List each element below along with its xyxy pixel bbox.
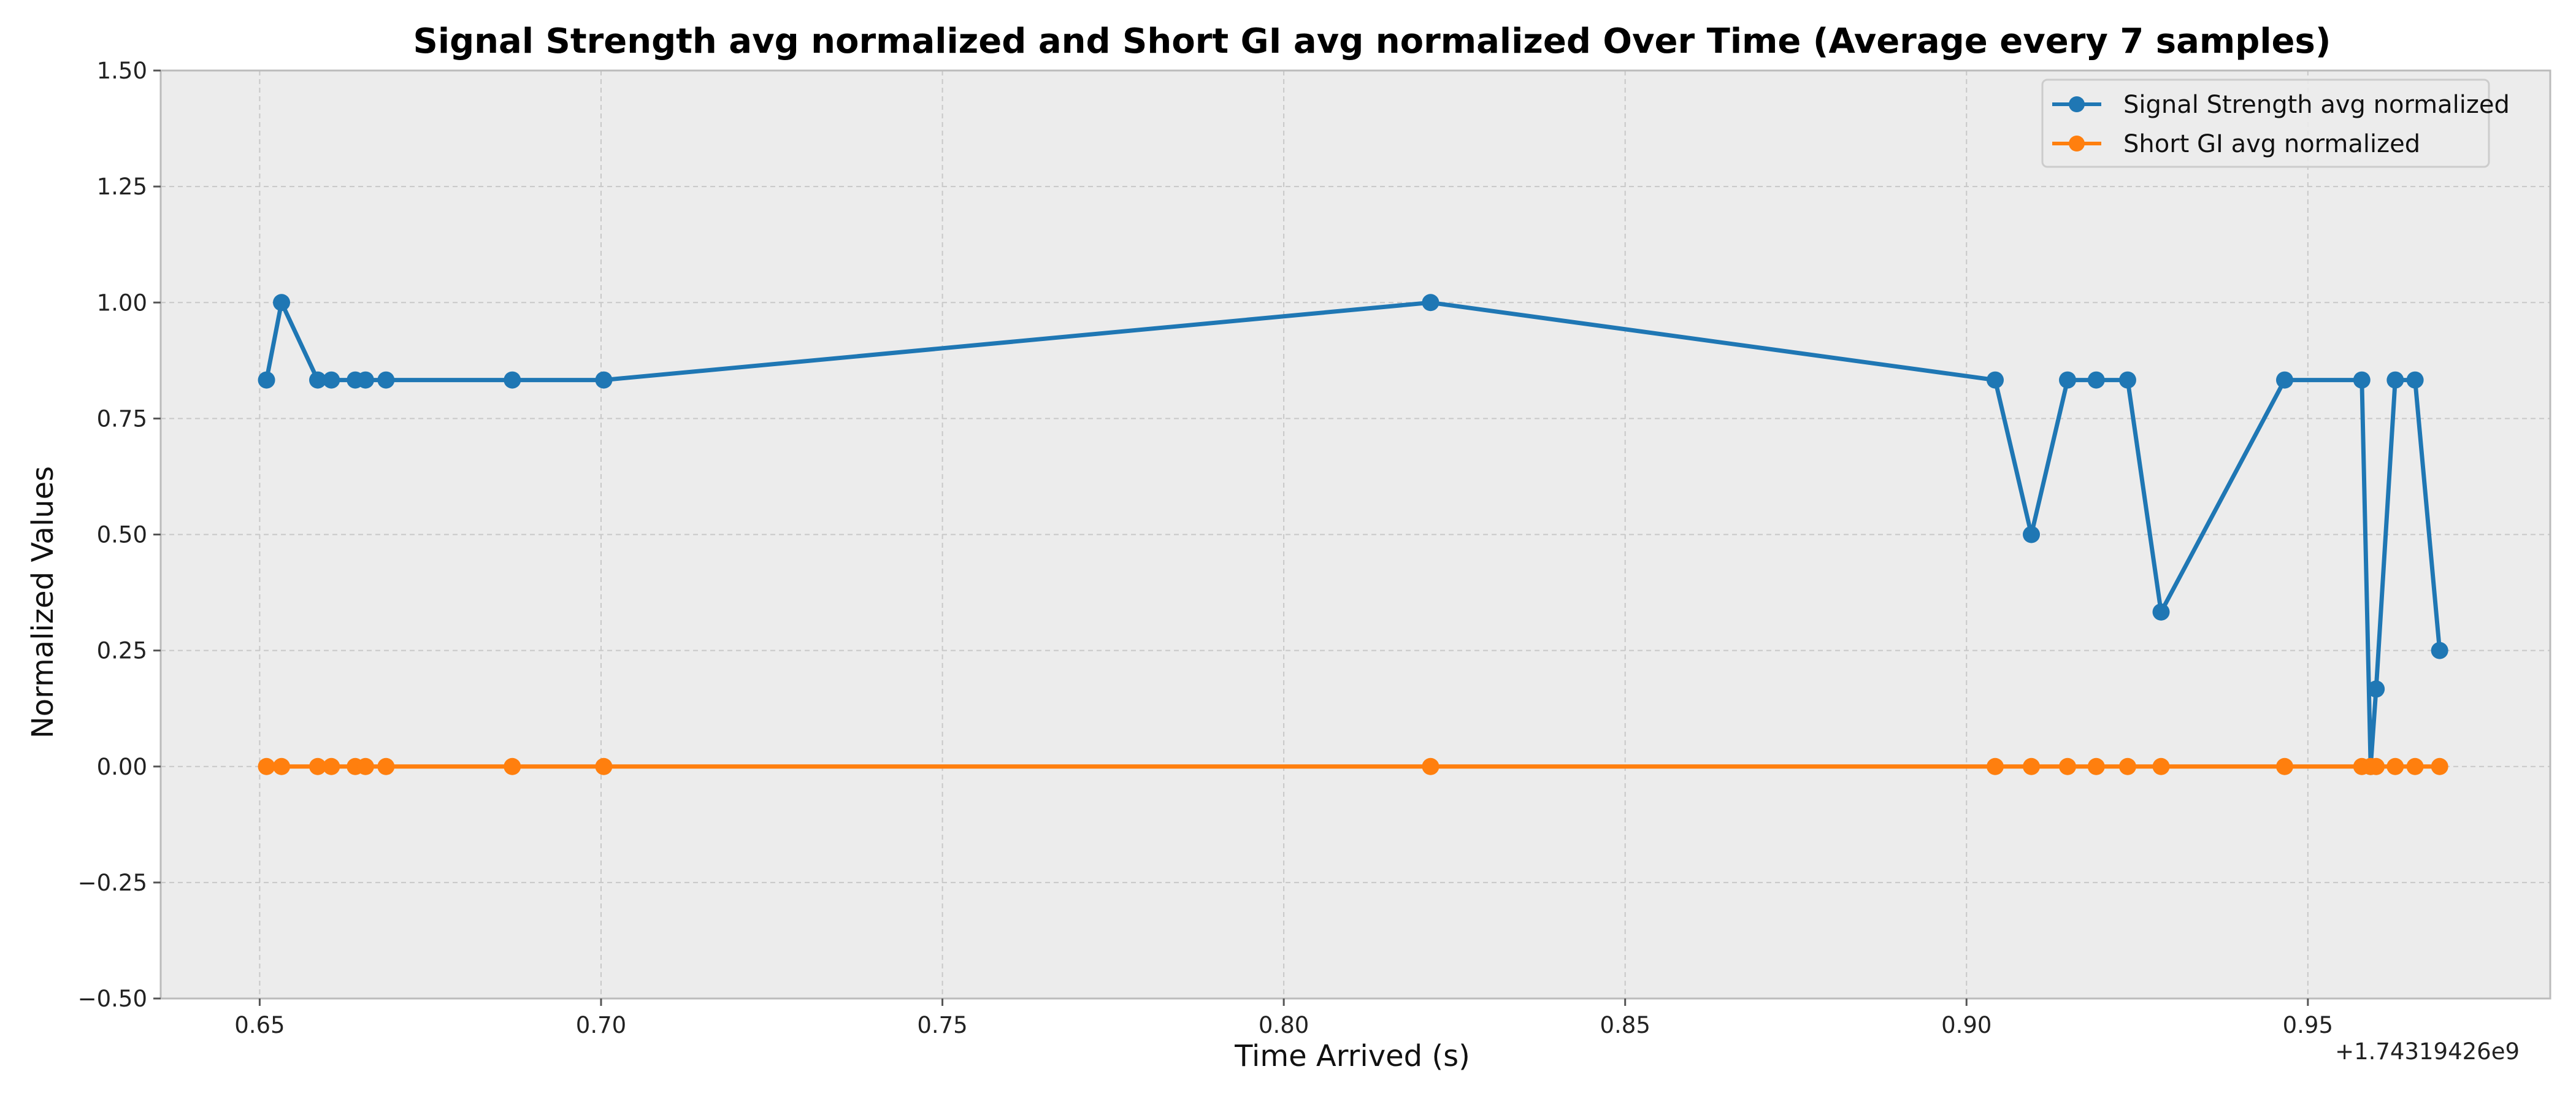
data-point-short-gi	[2367, 757, 2385, 775]
legend-marker-short-gi	[2069, 136, 2085, 151]
series-short-gi	[258, 757, 2448, 775]
data-point-signal-strength	[2367, 680, 2385, 698]
x-tick-label: 0.70	[576, 1012, 626, 1038]
y-tick-label: −0.25	[78, 870, 147, 896]
data-point-signal-strength	[1987, 371, 2004, 389]
data-point-short-gi	[1422, 757, 1439, 775]
data-point-short-gi	[2023, 757, 2041, 775]
data-point-signal-strength	[2152, 603, 2170, 621]
legend-marker-signal-strength	[2069, 96, 2085, 112]
y-tick-label: 1.00	[97, 289, 147, 316]
data-point-short-gi	[2406, 757, 2424, 775]
data-point-signal-strength	[2087, 371, 2105, 389]
data-point-signal-strength	[2059, 371, 2077, 389]
data-point-short-gi	[2275, 757, 2293, 775]
x-axis-label: Time Arrived (s)	[1234, 1039, 1470, 1073]
data-point-signal-strength	[2353, 371, 2371, 389]
data-point-short-gi	[504, 757, 521, 775]
legend: Signal Strength avg normalized Short GI …	[2041, 79, 2510, 168]
data-point-signal-strength	[2406, 371, 2424, 389]
x-tick-label: 0.95	[2283, 1012, 2333, 1038]
data-point-short-gi	[2118, 757, 2136, 775]
legend-box	[2041, 79, 2490, 168]
data-point-signal-strength	[2118, 371, 2136, 389]
x-tick-label: 0.80	[1259, 1012, 1309, 1038]
data-point-short-gi	[377, 757, 395, 775]
y-tick-label: −0.50	[78, 986, 147, 1012]
y-tick-label: 1.50	[97, 58, 147, 84]
data-point-short-gi	[258, 757, 275, 775]
data-point-short-gi	[323, 757, 340, 775]
y-tick-label: 0.25	[97, 638, 147, 664]
data-point-short-gi	[595, 757, 613, 775]
y-axis-label: Normalized Values	[26, 466, 60, 738]
x-tick-label: 0.75	[917, 1012, 967, 1038]
y-tick-label: 0.75	[97, 405, 147, 432]
data-point-signal-strength	[595, 371, 613, 389]
data-point-signal-strength	[377, 371, 395, 389]
data-point-short-gi	[2152, 757, 2170, 775]
data-point-signal-strength	[1422, 294, 1439, 312]
data-point-short-gi	[273, 757, 291, 775]
data-point-short-gi	[2386, 757, 2404, 775]
x-tick-label: 0.65	[234, 1012, 285, 1038]
y-tick-label: 0.50	[97, 522, 147, 548]
chart-title: Signal Strength avg normalized and Short…	[413, 21, 2331, 61]
data-point-signal-strength	[309, 371, 327, 389]
data-point-short-gi	[309, 757, 327, 775]
y-tick-label: 1.25	[97, 174, 147, 200]
legend-label-signal-strength: Signal Strength avg normalized	[2123, 91, 2510, 119]
data-point-signal-strength	[2431, 642, 2448, 659]
data-point-signal-strength	[323, 371, 340, 389]
data-point-short-gi	[356, 757, 374, 775]
x-tick-label: 0.85	[1600, 1012, 1650, 1038]
data-point-signal-strength	[2275, 371, 2293, 389]
data-point-short-gi	[2059, 757, 2077, 775]
data-point-signal-strength	[273, 294, 291, 312]
axis-ticks: 0.65 0.70 0.75 0.80 0.85 0.90 0.95 −0.50 −0.25 0.…	[78, 58, 2333, 1038]
data-point-signal-strength	[258, 371, 275, 389]
data-point-short-gi	[2087, 757, 2105, 775]
x-offset-label: +1.74319426e9	[2335, 1038, 2520, 1065]
legend-label-short-gi: Short GI avg normalized	[2123, 130, 2420, 158]
data-point-signal-strength	[504, 371, 521, 389]
data-point-signal-strength	[2386, 371, 2404, 389]
data-point-signal-strength	[356, 371, 374, 389]
data-point-signal-strength	[2023, 526, 2041, 543]
data-point-short-gi	[1987, 757, 2004, 775]
series-signal-strength	[258, 294, 2448, 775]
y-tick-label: 0.00	[97, 754, 147, 780]
x-tick-label: 0.90	[1941, 1012, 1991, 1038]
series-group	[258, 294, 2448, 775]
data-point-short-gi	[2431, 757, 2448, 775]
